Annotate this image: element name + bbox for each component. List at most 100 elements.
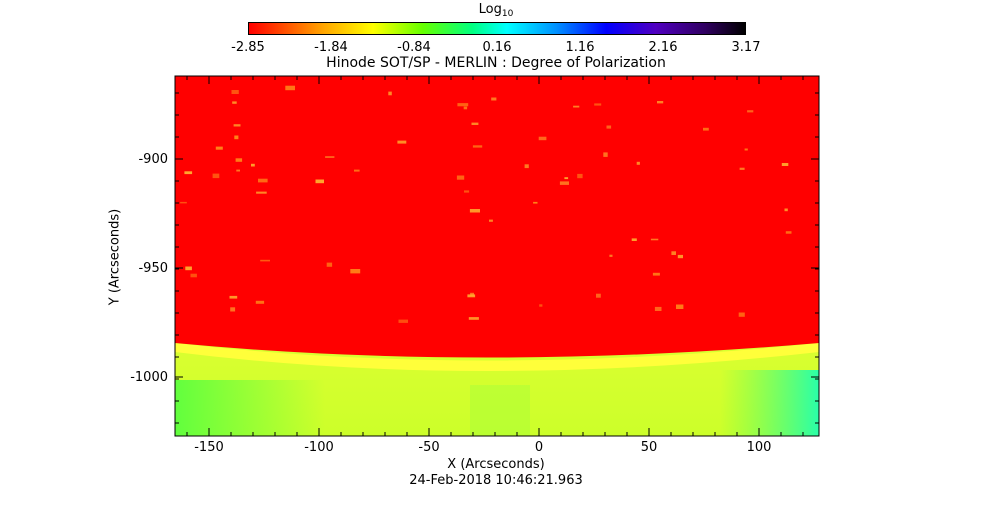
y-tick-label: -900 — [138, 152, 168, 167]
x-tick-label: -150 — [194, 440, 224, 455]
x-tick-label: -50 — [418, 440, 440, 455]
disk-feature-speck — [671, 251, 676, 255]
disk-feature-speck — [325, 156, 335, 158]
colorbar-tick-label: 0.16 — [482, 40, 512, 55]
colorbar-title: Log10 — [478, 2, 514, 20]
disk-feature-speck — [559, 181, 569, 185]
timestamp: 24-Feb-2018 10:46:21.963 — [409, 473, 583, 488]
colorbar-tick-label: -1.84 — [314, 40, 348, 55]
disk-feature-speck — [457, 103, 469, 107]
x-tick-label: 50 — [640, 440, 658, 455]
disk-feature-speck — [398, 319, 408, 323]
disk-feature-speck — [231, 90, 239, 94]
x-axis-label: X (Arcseconds) — [447, 457, 545, 472]
plot-frame-border — [174, 75, 820, 437]
x-tick-label: 0 — [534, 440, 544, 455]
disk-feature-speck — [256, 191, 267, 194]
disk-feature-speck — [538, 136, 547, 141]
disk-feature-speck — [744, 148, 748, 151]
disk-feature-speck — [258, 178, 268, 183]
disk-feature-speck — [255, 300, 265, 304]
disk-feature-speck — [650, 238, 659, 241]
disk-feature-speck — [285, 85, 295, 91]
disk-feature-speck — [539, 304, 543, 307]
disk-feature-speck — [350, 269, 361, 274]
disk-feature-speck — [524, 164, 529, 169]
disk-feature-speck — [491, 97, 497, 101]
disk-feature-speck — [738, 312, 745, 317]
disk-feature-speck — [573, 105, 580, 108]
disk-feature-speck — [464, 190, 470, 193]
disk-feature-speck — [676, 304, 684, 309]
disk-feature-speck — [234, 135, 239, 140]
y-axis-label: Y (Arcseconds) — [107, 208, 123, 306]
left-glow — [175, 380, 325, 436]
disk-feature-speck — [594, 103, 602, 106]
disk-feature-speck — [747, 110, 754, 113]
disk-feature-speck — [471, 122, 479, 125]
colorbar-tick-label: 3.17 — [731, 40, 761, 55]
disk-feature-speck — [596, 293, 601, 298]
colorbar-tick-label: 1.16 — [565, 40, 595, 55]
disk-feature-speck — [232, 101, 237, 104]
disk-feature-speck — [636, 161, 640, 165]
disk-feature-speck — [468, 317, 479, 320]
center-glow — [470, 385, 530, 436]
colorbar-tick-label: 2.16 — [648, 40, 678, 55]
disk-feature-speck — [215, 146, 223, 150]
y-tick-label: -950 — [138, 261, 168, 276]
right-glow — [720, 370, 819, 436]
disk-feature-speck — [470, 292, 474, 296]
off-limb-region — [175, 76, 819, 436]
disk-feature-speck — [472, 145, 483, 148]
disk-feature-speck — [654, 306, 662, 311]
disk-feature-speck — [251, 163, 255, 167]
disk-feature-speck — [564, 177, 569, 180]
axis-ticks — [175, 76, 819, 436]
disk-feature-speck — [260, 259, 270, 262]
disk-feature-speck — [781, 163, 789, 166]
disk-feature-speck — [236, 169, 240, 172]
colorbar-tick-label: -2.85 — [231, 40, 265, 55]
limb-band — [175, 343, 819, 371]
disk-feature-speck — [190, 273, 197, 278]
disk-feature-speck — [397, 140, 407, 144]
disk-feature-speck — [489, 219, 493, 222]
disk-feature-speck — [677, 254, 683, 259]
disk-feature-speck — [467, 294, 476, 298]
colorbar — [248, 22, 746, 35]
disk-feature-speck — [456, 175, 465, 180]
solar-disk — [175, 76, 819, 358]
disk-feature-speck — [609, 254, 613, 257]
disk-feature-speck — [326, 262, 333, 267]
y-tick-label: -1000 — [130, 370, 168, 385]
disk-feature-speck — [230, 307, 236, 312]
disk-feature-speck — [354, 169, 360, 172]
disk-feature-speck — [657, 101, 664, 104]
disk-feature-speck — [631, 238, 637, 241]
colorbar-tick-label: -0.84 — [397, 40, 431, 55]
disk-feature-speck — [185, 266, 192, 271]
disk-feature-speck — [703, 127, 709, 131]
disk-feature-speck — [469, 209, 480, 213]
x-tick-label: 100 — [746, 440, 772, 455]
disk-feature-speck — [533, 201, 538, 204]
disk-feature-speck — [463, 106, 468, 110]
disk-feature-speck — [784, 208, 788, 212]
disk-feature-speck — [315, 179, 324, 184]
x-tick-label: -100 — [304, 440, 334, 455]
disk-feature-speck — [603, 152, 608, 157]
disk-feature-speck — [229, 295, 238, 299]
disk-feature-speck — [184, 171, 193, 175]
disk-feature-speck — [388, 91, 392, 96]
disk-feature-speck — [577, 173, 583, 179]
disk-feature-speck — [212, 173, 220, 179]
disk-feature-speck — [739, 167, 745, 170]
disk-feature-speck — [606, 125, 612, 129]
disk-features — [180, 85, 792, 323]
plot-title: Hinode SOT/SP - MERLIN : Degree of Polar… — [326, 55, 666, 71]
disk-feature-speck — [652, 272, 660, 276]
disk-feature-speck — [180, 201, 187, 204]
disk-feature-speck — [785, 231, 792, 234]
